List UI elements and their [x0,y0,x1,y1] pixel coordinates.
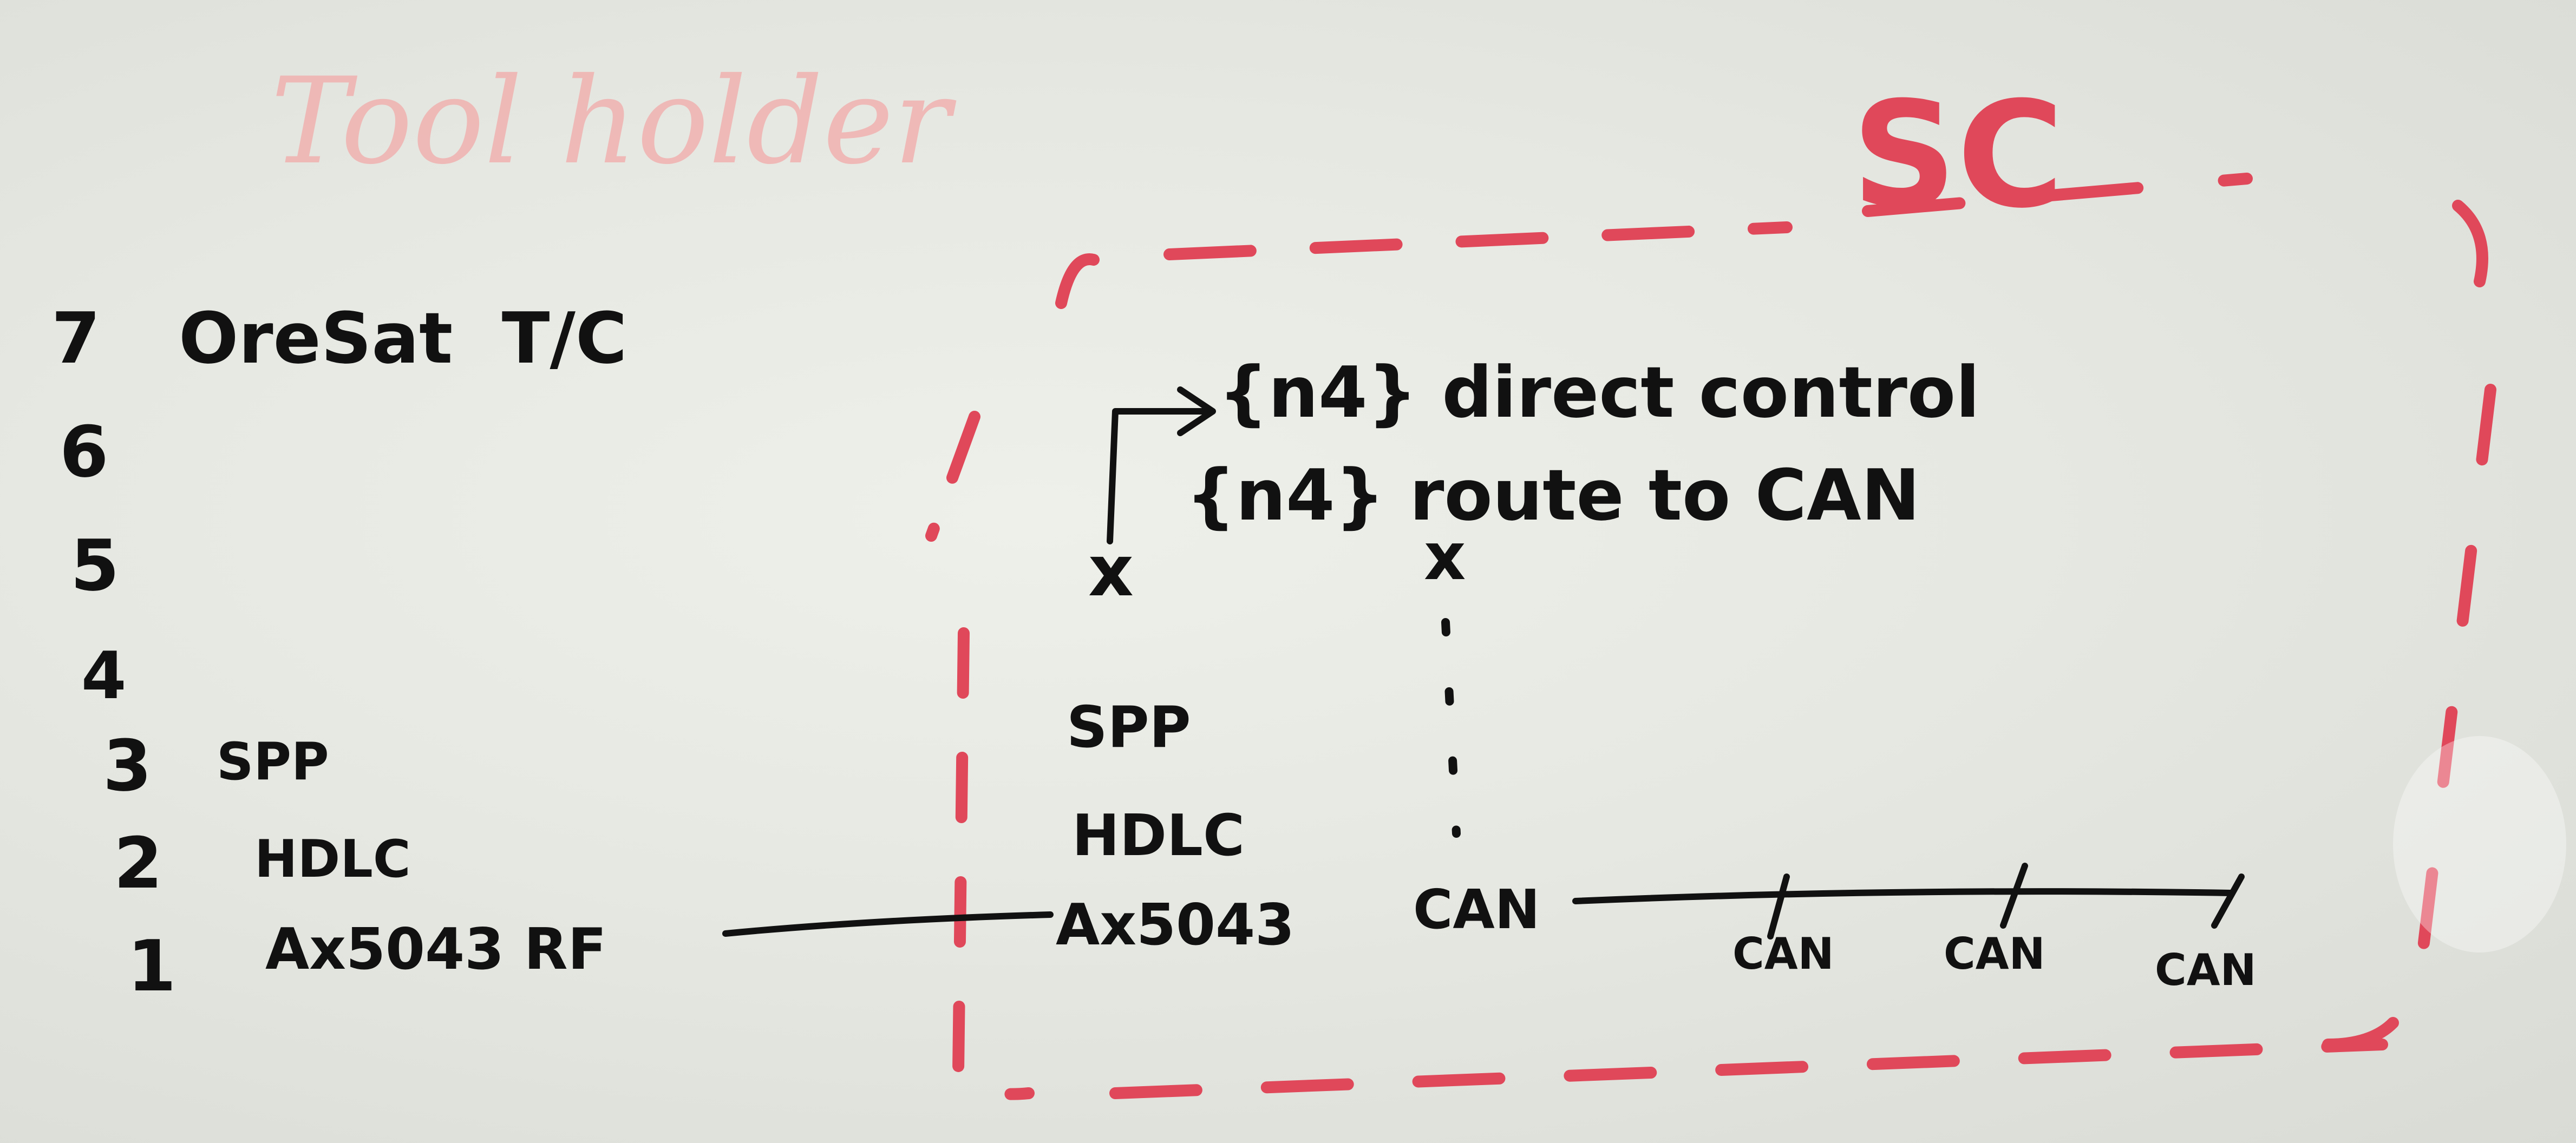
can-tap-2 [2000,863,2028,929]
can-bus: CAN CAN CAN [1572,863,2257,995]
x-right: x [1424,520,1466,595]
can-tap-1 [1767,873,1790,940]
spp-label: SPP [1067,694,1191,760]
can-bus-line [1572,888,2234,904]
dotted-line [1441,618,1461,838]
layer-list: 7 OreSat T/C 6 5 4 3 SPP 2 HDLC 1 Ax5043… [51,297,627,1007]
layer-num-4: 4 [81,639,127,714]
x-left: x [1088,530,1134,612]
spacecraft-boundary [925,173,2496,1100]
layer-num-7: 7 [51,297,100,379]
route-to-can-label: {n4} route to CAN [1186,454,1920,536]
arrow-head [1177,386,1216,436]
ax5043-label: Ax5043 [1056,892,1294,958]
layer-num-2: 2 [114,822,162,904]
faded-title: Tool holder [271,52,957,190]
layer-name-1: Ax5043 RF [265,916,606,982]
can-label: CAN [1413,878,1540,941]
layer-name-7: OreSat T/C [179,297,627,379]
direct-control-arrow [1107,408,1211,544]
can-node-3: CAN [2155,945,2257,995]
sc-stack: {n4} direct control {n4} route to CAN x … [1056,351,1980,958]
layer-num-3: 3 [103,725,152,807]
glare [2393,736,2566,952]
hdlc-label: HDLC [1072,803,1245,869]
layer-name-3: SPP [217,732,329,792]
direct-control-label: {n4} direct control [1218,351,1980,433]
layer-num-5: 5 [70,524,119,607]
can-node-1: CAN [1732,929,1834,979]
rf-link-line [722,911,1054,937]
layer-num-6: 6 [60,411,108,493]
layer-num-1: 1 [127,925,176,1007]
can-node-2: CAN [1944,929,2045,979]
layer-name-2: HDLC [254,830,411,889]
can-tap-3 [2211,873,2245,929]
